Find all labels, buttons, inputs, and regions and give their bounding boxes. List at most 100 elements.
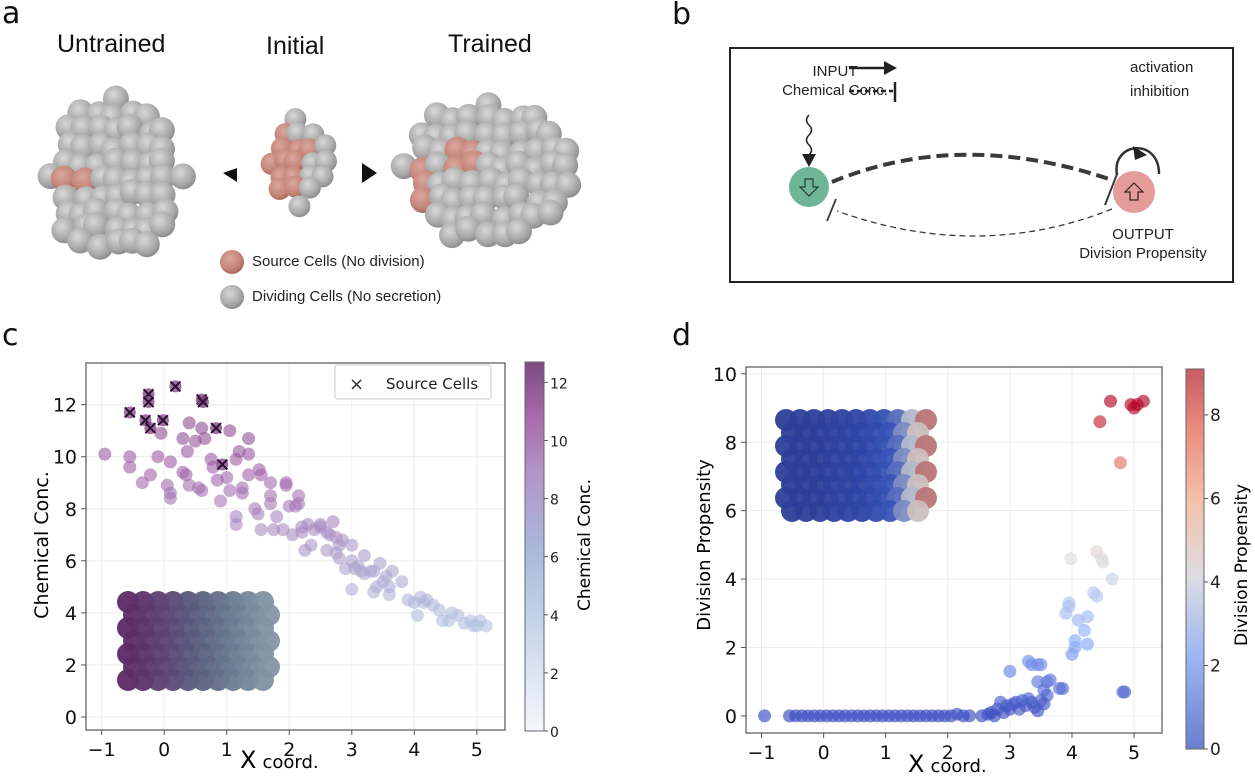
legend-dividing-cell-icon — [220, 285, 244, 309]
y-axis-ticks: 0 2 4 6 8 10 — [713, 364, 746, 728]
data-point — [1104, 394, 1117, 408]
source-cell-markers — [123, 380, 229, 471]
colorbar-label: Chemical Conc. — [575, 479, 595, 611]
y-tick-label: 10 — [713, 364, 737, 386]
legend-inhibition-label: inhibition — [1130, 83, 1190, 100]
x-tick-label: 0 — [158, 739, 170, 761]
dividing-cell — [67, 227, 94, 254]
y-tick-label: 8 — [725, 432, 737, 454]
data-point — [332, 551, 346, 565]
legend-source-cells-label: Source Cells — [386, 375, 478, 393]
data-point — [320, 525, 334, 539]
plot-frame — [85, 362, 506, 731]
data-point — [180, 445, 194, 458]
activation-edge-end — [1104, 173, 1118, 206]
dividing-cell — [298, 176, 321, 199]
panel-d-letter: d — [672, 318, 692, 353]
data-point — [251, 507, 265, 521]
data-points — [98, 416, 493, 633]
colorbar-ticks: 0 2 4 6 8 10 12 — [544, 376, 568, 741]
source-cell-x-marker — [197, 396, 209, 408]
source-cell-x-marker — [142, 396, 155, 408]
colorbar-tick-label: 12 — [550, 376, 568, 392]
dividing-cell — [288, 195, 311, 218]
colorbar-tick-label: 2 — [1210, 656, 1221, 676]
data-point — [195, 484, 209, 497]
data-point — [264, 497, 277, 511]
y-axis-label: Division Propensity — [694, 459, 715, 631]
data-point — [214, 494, 227, 508]
header-untrained: Untrained — [57, 30, 166, 58]
data-point — [357, 549, 371, 563]
data-point — [1105, 572, 1119, 586]
input-node — [789, 167, 829, 207]
colorbar — [524, 361, 545, 732]
data-point — [223, 484, 237, 497]
y-tick-label: 6 — [725, 501, 737, 523]
self-activation-arrowhead-icon — [1133, 146, 1147, 160]
data-point — [235, 486, 249, 500]
source-cell-x-marker — [144, 422, 157, 434]
inhibition-edge — [836, 208, 1113, 237]
dividing-cell — [133, 231, 160, 258]
dividing-cell — [314, 134, 337, 157]
output-label-subtitle: Division Propensity — [1079, 245, 1207, 262]
data-point — [220, 471, 234, 484]
y-axis-label: Chemical Conc. — [31, 471, 53, 619]
y-tick-label: 4 — [65, 603, 77, 625]
data-point — [135, 476, 149, 490]
data-point — [1113, 456, 1127, 470]
data-point — [182, 416, 196, 430]
legend-dividing-cells: Dividing Cells (No secretion) — [252, 288, 442, 305]
up-arrow-icon — [1123, 182, 1145, 201]
data-point — [292, 497, 306, 511]
data-point — [1081, 610, 1094, 624]
x-tick-label: 1 — [221, 739, 233, 761]
data-point — [1034, 658, 1048, 672]
x-tick-label: 4 — [408, 739, 420, 761]
cell-cluster-inset — [117, 591, 280, 691]
data-point — [267, 523, 281, 537]
network-edges — [789, 61, 1161, 237]
panel-a-illustration — [37, 85, 582, 309]
data-point — [151, 450, 165, 464]
colorbar-tick-label: 10 — [550, 434, 568, 450]
colorbar-tick-label: 0 — [550, 725, 559, 741]
x-axis-ticks: −1 0 1 2 3 4 5 — [748, 733, 1140, 764]
data-point — [264, 476, 277, 490]
x-tick-label: 5 — [1128, 742, 1140, 764]
arrow-right-icon — [362, 163, 377, 183]
data-point — [242, 432, 256, 445]
dividing-cell — [455, 215, 482, 242]
data-point — [1037, 683, 1051, 697]
data-point — [326, 515, 340, 529]
data-point — [1081, 637, 1094, 651]
colorbar-tick-label: 4 — [1210, 573, 1221, 593]
input-label: INPUT Chemical Conc. — [765, 62, 905, 100]
data-point — [242, 468, 256, 482]
legend-activation-label: activation — [1130, 59, 1194, 76]
colorbar-tick-label: 8 — [550, 493, 559, 509]
x-tick-label: −1 — [88, 739, 116, 761]
data-point — [229, 517, 243, 531]
source-cell-x-marker — [124, 406, 136, 419]
x-axis-label-main: X — [908, 750, 924, 778]
data-point — [410, 609, 424, 622]
data-point — [223, 424, 237, 438]
y-tick-label: 8 — [65, 499, 77, 521]
legend-source-cell-icon — [220, 250, 244, 274]
colorbar — [1185, 368, 1205, 750]
x-axis-label-unit: coord. — [262, 752, 318, 773]
output-label: OUTPUT Division Propensity — [1058, 225, 1228, 263]
data-point — [1068, 634, 1082, 648]
down-arrow-icon — [798, 178, 820, 197]
colorbar-tick-label: 0 — [1210, 740, 1221, 760]
cell-cluster-inset — [775, 409, 937, 522]
legend-activation-arrowhead-icon — [884, 61, 897, 75]
data-points — [758, 394, 1150, 723]
input-label-title: INPUT — [812, 63, 858, 80]
source-cell-x-marker — [216, 458, 229, 471]
initial-cluster — [260, 108, 337, 218]
